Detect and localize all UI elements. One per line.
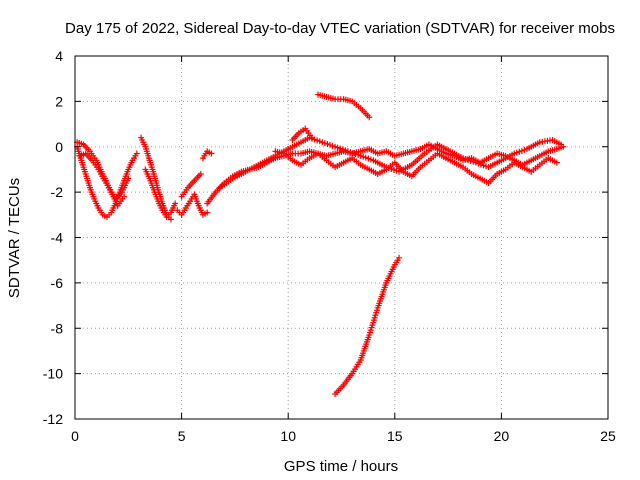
plot-frame: [74, 55, 609, 420]
grid: [75, 56, 608, 419]
y-tick-label: -12: [43, 411, 63, 427]
x-axis-label: GPS time / hours: [284, 458, 398, 475]
data-point: [172, 200, 179, 207]
x-tick-label: 25: [600, 428, 616, 444]
data-point: [125, 175, 132, 182]
data-point: [558, 141, 565, 148]
data-point: [197, 170, 204, 177]
x-tick-label: 0: [71, 428, 79, 444]
data-point: [133, 150, 140, 157]
data-series: [74, 91, 567, 398]
data-point: [167, 216, 174, 223]
y-axis-label: SDTVAR / TECUs: [6, 178, 23, 298]
chart-title: Day 175 of 2022, Sidereal Day-to-day VTE…: [65, 20, 615, 37]
x-tick-label: 10: [280, 428, 296, 444]
y-tick-label: -8: [51, 320, 64, 336]
y-tick-label: 0: [55, 139, 63, 155]
data-point: [396, 254, 403, 261]
y-tick-label: 4: [55, 48, 63, 64]
data-point: [208, 150, 215, 157]
data-point: [553, 159, 560, 166]
y-tick-label: 2: [55, 93, 63, 109]
y-tick-label: -4: [51, 230, 64, 246]
x-tick-label: 15: [387, 428, 403, 444]
axis-ticks: 0 5 10 15 20 25 -12 -10 -8 -6 -4 -2 0 2 4: [43, 48, 616, 444]
y-tick-label: -6: [51, 275, 64, 291]
data-point: [366, 114, 373, 121]
x-tick-label: 20: [494, 428, 510, 444]
y-tick-label: -10: [43, 366, 63, 382]
x-tick-label: 5: [178, 428, 186, 444]
data-point: [204, 209, 211, 216]
data-point: [121, 193, 128, 200]
data-point: [308, 134, 315, 141]
y-tick-label: -2: [51, 184, 64, 200]
